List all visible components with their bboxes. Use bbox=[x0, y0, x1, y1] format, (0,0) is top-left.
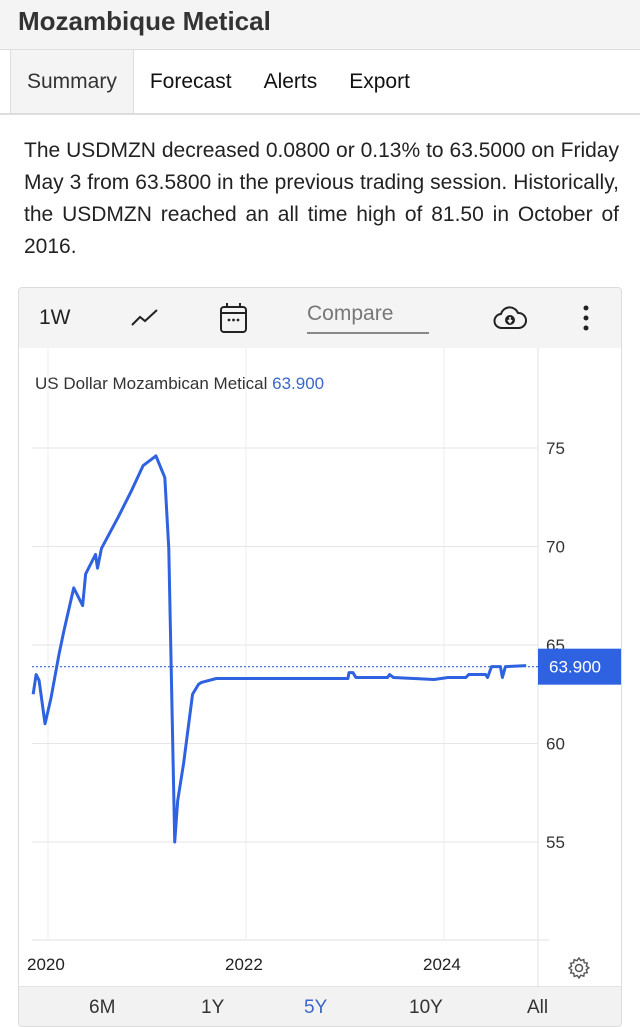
series-last-value: 63.900 bbox=[272, 374, 325, 393]
current-value-label: 63.900 bbox=[549, 658, 601, 677]
tab-summary[interactable]: Summary bbox=[10, 50, 134, 113]
date-range-button[interactable] bbox=[219, 288, 249, 348]
more-options-button[interactable] bbox=[581, 288, 591, 348]
tab-bar: Summary Forecast Alerts Export bbox=[0, 50, 640, 115]
range-all[interactable]: All bbox=[527, 997, 549, 1018]
series-line bbox=[31, 454, 527, 844]
compare-input[interactable]: Compare bbox=[307, 302, 429, 334]
cloud-download-icon bbox=[493, 306, 527, 329]
summary-text: The USDMZN decreased 0.0800 or 0.13% to … bbox=[24, 139, 619, 258]
more-vertical-icon bbox=[583, 305, 589, 331]
tab-export[interactable]: Export bbox=[349, 70, 410, 93]
chart-card: 1W Compare US Dollar Mozambican Metical … bbox=[18, 287, 622, 1027]
download-button[interactable] bbox=[493, 288, 527, 348]
y-tick-label: 60 bbox=[546, 735, 565, 754]
y-tick-label: 75 bbox=[546, 439, 565, 458]
range-5y[interactable]: 5Y bbox=[304, 997, 328, 1018]
y-tick-label: 70 bbox=[546, 538, 565, 557]
range-6m[interactable]: 6M bbox=[89, 997, 116, 1018]
x-tick-label: 2022 bbox=[225, 955, 263, 974]
range-1y[interactable]: 1Y bbox=[201, 997, 225, 1018]
range-10y[interactable]: 10Y bbox=[409, 997, 443, 1018]
series-name: US Dollar Mozambican Metical bbox=[35, 374, 268, 393]
chart-type-button[interactable] bbox=[129, 288, 161, 348]
line-chart-icon bbox=[131, 309, 158, 326]
settings-icon[interactable] bbox=[567, 956, 591, 980]
calendar-icon bbox=[220, 303, 247, 333]
chart-toolbar: 1W Compare bbox=[19, 288, 621, 348]
tab-forecast[interactable]: Forecast bbox=[149, 70, 232, 93]
x-tick-label: 2020 bbox=[27, 955, 65, 974]
current-value-badge bbox=[538, 648, 621, 685]
period-button[interactable]: 1W bbox=[39, 306, 71, 329]
chart-legend: US Dollar Mozambican Metical 63.900 bbox=[35, 374, 324, 394]
y-tick-label: 55 bbox=[546, 833, 565, 852]
page-title: Mozambique Metical bbox=[18, 6, 271, 36]
x-tick-label: 2024 bbox=[423, 955, 461, 974]
range-selector: 6M 1Y 5Y 10Y All bbox=[19, 986, 621, 1026]
page-header: Mozambique Metical bbox=[0, 0, 640, 50]
tab-alerts[interactable]: Alerts bbox=[263, 70, 318, 93]
